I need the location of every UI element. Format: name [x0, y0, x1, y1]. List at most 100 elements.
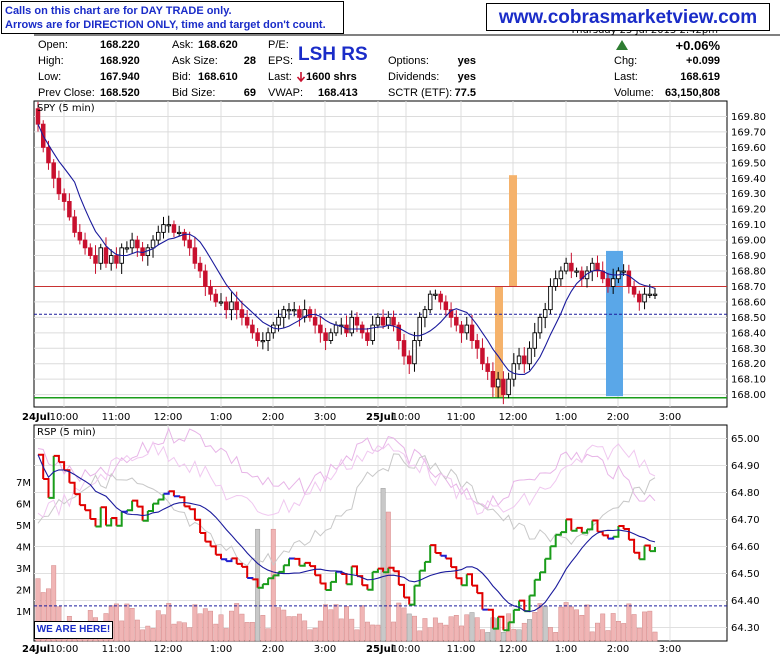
volume-bar [223, 628, 229, 642]
rsp-price-segment [179, 496, 186, 507]
candle-body [370, 324, 375, 341]
candle-body [108, 255, 114, 264]
rsp-price-segment [409, 585, 416, 606]
candle-body [427, 293, 433, 311]
volume-bar [51, 565, 57, 642]
volume-bar [605, 630, 611, 642]
volume-bar [527, 619, 532, 642]
candle-body [218, 301, 224, 304]
candle-body [621, 270, 626, 273]
website-banner[interactable]: www.cobrasmarketview.com [486, 3, 770, 31]
rsp-price-segment [158, 493, 165, 501]
rsp-price-segment [53, 454, 60, 463]
last-label: Last: [268, 71, 292, 83]
up-triangle-icon [616, 40, 628, 50]
blue-highlight-bar [606, 250, 623, 397]
pe-label: P/E: [268, 39, 289, 51]
rsp-x-tick-label: 3:00 [659, 644, 681, 655]
rsp-x-tick-label: 1:00 [210, 644, 232, 655]
volume-bar [333, 604, 339, 642]
prev-close-value: 168.520 [100, 87, 140, 99]
volume-bar [589, 631, 595, 642]
ask-size-value: 28 [244, 55, 256, 67]
volume-bar [213, 623, 219, 642]
candle-body [501, 378, 506, 396]
rsp-price-segment [95, 507, 102, 528]
rsp-price-segment [38, 453, 45, 479]
candle-body [82, 239, 88, 249]
candle-body [480, 347, 485, 365]
chg-label: Chg: [614, 55, 637, 67]
rsp-price-segment [529, 579, 536, 597]
rsp-pink-lines [37, 427, 656, 567]
rsp-y-tick-label: 64.70 [731, 515, 760, 526]
volume-bar [516, 629, 522, 642]
orange-highlight-bar [495, 286, 503, 398]
volume-bar [584, 604, 590, 642]
spy-y-tick-label: 169.60 [731, 143, 766, 154]
rsp-price-segment [597, 530, 604, 536]
rsp-price-segment [346, 566, 353, 586]
open-label: Open: [38, 39, 68, 51]
candle-body [77, 231, 83, 241]
candle-body [161, 224, 166, 233]
rsp-price-segment [315, 574, 322, 584]
rsp-price-segment [560, 519, 568, 534]
rsp-price-segment [330, 571, 337, 583]
spy-y-tick-label: 169.30 [731, 189, 766, 200]
candle-body [98, 247, 103, 264]
bid-label: Bid: [172, 71, 191, 83]
moving-average-line [37, 123, 656, 375]
candle-body [542, 309, 548, 318]
vwap-value: 168.413 [318, 87, 358, 99]
spy-y-tick-label: 169.70 [731, 127, 766, 138]
volume-bar [511, 629, 517, 642]
options-label: Options: [388, 55, 429, 67]
candle-body [281, 309, 287, 318]
volume-bar [35, 578, 41, 642]
spy-x-tick-label: 11:00 [447, 412, 476, 423]
volume-bar [155, 610, 161, 642]
candle-body [401, 340, 407, 357]
rsp-price-segment [79, 504, 87, 511]
prev-close-label: Prev Close: [38, 87, 95, 99]
candle-body [271, 324, 276, 334]
eps-label: EPS: [268, 55, 293, 67]
candle-body [469, 324, 475, 341]
rsp-price-segment [126, 500, 134, 512]
candle-body [244, 316, 250, 326]
volume-bar [218, 614, 224, 642]
volume-bar [171, 623, 177, 642]
candle-body [129, 239, 135, 249]
spy-y-tick-label: 168.20 [731, 359, 766, 370]
volume-bar [150, 628, 156, 642]
rsp-price-segment [215, 553, 222, 560]
volume-bar [192, 604, 198, 642]
volume-bar [370, 624, 376, 642]
rsp-price-segment [132, 499, 139, 507]
rsp-y-tick-label: 64.80 [731, 488, 760, 499]
high-value: 168.920 [100, 55, 140, 67]
rsp-price-segment [492, 616, 500, 630]
rsp-price-segment [576, 526, 583, 533]
volume-bar [453, 615, 459, 642]
rsp-price-segment [367, 571, 374, 591]
candle-body [380, 316, 386, 326]
volume-bar [202, 608, 208, 642]
volume-bar [166, 603, 172, 642]
rsp-price-segment [252, 578, 259, 588]
rsp-y-tick-label: 64.60 [731, 542, 760, 553]
volume-bar [208, 610, 214, 642]
volume-bar [46, 588, 51, 642]
volume-label: Volume: [614, 87, 654, 99]
spy-x-tick-label: 3:00 [659, 412, 681, 423]
rsp-price-segment [414, 570, 421, 587]
candle-body [276, 316, 281, 326]
volume-bar [401, 607, 407, 642]
rsp-x-tick-label: 10:00 [50, 644, 79, 655]
rsp-price-segment [628, 538, 636, 553]
volume-bar [500, 632, 506, 642]
candle-body [569, 262, 574, 272]
ask-value: 168.620 [198, 39, 238, 51]
spy-x-tick-label: 3:00 [314, 412, 336, 423]
